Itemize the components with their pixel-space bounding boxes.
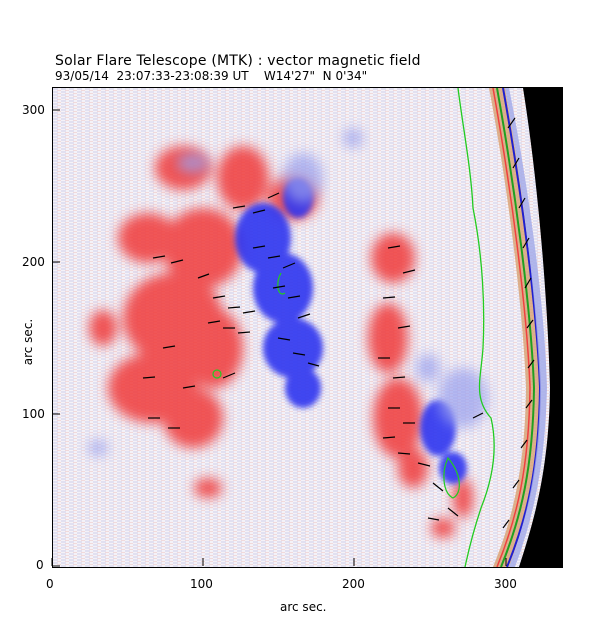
off-limb-region — [519, 88, 562, 567]
figure-subtitle: 93/05/14 23:07:33-23:08:39 UT W14'27" N … — [55, 69, 368, 83]
neutral-line-contour — [457, 88, 495, 567]
x-tick-label: 0 — [46, 577, 54, 591]
limb-band — [489, 88, 547, 567]
x-tick-label: 200 — [342, 577, 365, 591]
x-tick-label: 100 — [190, 577, 213, 591]
figure-title: Solar Flare Telescope (MTK) : vector mag… — [55, 53, 421, 69]
small-contour — [443, 456, 460, 499]
weak-negative-regions — [88, 128, 488, 456]
transverse-field-vectors — [142, 117, 535, 529]
y-tick-label: 0 — [36, 558, 44, 572]
y-axis-label: arc sec. — [21, 318, 35, 366]
positive-polarity-regions — [89, 146, 473, 538]
small-contour-2 — [277, 272, 286, 295]
spot-contour — [212, 369, 222, 379]
magnetogram-svg — [53, 88, 562, 567]
magnetogram-image — [52, 87, 563, 568]
y-tick-label: 200 — [22, 255, 45, 269]
y-tick-label: 300 — [22, 103, 45, 117]
x-axis-label: arc sec. — [280, 600, 327, 614]
x-tick-label: 300 — [494, 577, 517, 591]
y-tick-label: 100 — [22, 407, 45, 421]
